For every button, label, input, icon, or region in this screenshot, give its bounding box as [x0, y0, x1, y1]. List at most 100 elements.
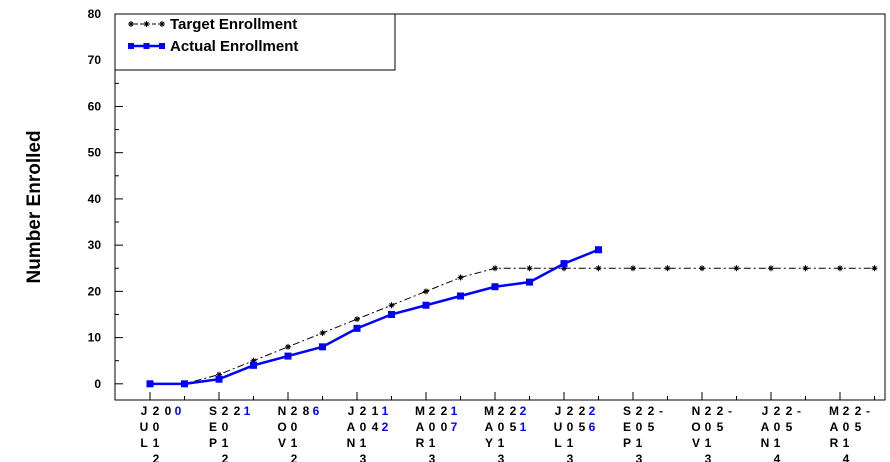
legend-label: Actual Enrollment [170, 38, 298, 55]
x-tick-year: 2013 [425, 404, 439, 462]
point [423, 288, 429, 295]
x-tick-year: 2013 [356, 404, 370, 462]
point [871, 265, 878, 272]
x-tick-label: SEP [620, 404, 634, 452]
target-label: 25 [644, 404, 658, 436]
legend-marker [143, 43, 150, 49]
point [491, 283, 499, 291]
actual-label: 12 [378, 404, 392, 436]
x-tick-label: NOV [689, 404, 703, 452]
y-tick-label: 0 [94, 377, 101, 391]
actual-label: 21 [516, 404, 530, 436]
x-tick-label: MAY [482, 404, 496, 452]
point [388, 302, 395, 309]
x-tick-year: 2013 [494, 404, 508, 462]
target-label: 0 [161, 404, 175, 420]
x-tick-label: MAR [413, 404, 427, 452]
actual-label: - [792, 404, 806, 420]
point [285, 343, 291, 350]
x-tick-label: MAR [827, 404, 841, 452]
point [319, 343, 326, 351]
y-tick-label: 60 [88, 99, 102, 113]
legend-marker [128, 21, 134, 27]
point [250, 361, 257, 369]
point [526, 265, 533, 272]
series-line [150, 267, 875, 385]
plot-frame [114, 13, 886, 401]
target-label: 14 [368, 404, 382, 436]
target-label: 25 [851, 404, 865, 436]
legend-marker [143, 21, 150, 27]
legend-marker [159, 43, 165, 49]
y-tick-label: 20 [88, 284, 102, 298]
y-tick-label: 50 [88, 146, 102, 160]
target-label: 20 [437, 404, 451, 436]
point [699, 265, 705, 272]
point [733, 265, 740, 272]
y-tick-label: 30 [88, 238, 102, 252]
y-tick-label: 10 [88, 331, 102, 345]
series-line [150, 248, 599, 386]
x-tick-year: 2014 [770, 404, 784, 462]
x-tick-label: JAN [344, 404, 358, 452]
x-tick-year: 2012 [287, 404, 301, 462]
point [595, 265, 602, 272]
actual-label: - [861, 404, 875, 420]
point [595, 246, 602, 254]
point [561, 265, 567, 272]
point [560, 260, 568, 268]
point [422, 301, 430, 309]
x-tick-label: JUL [551, 404, 565, 452]
target-label: 2 [230, 404, 244, 420]
x-tick-year: 2012 [149, 404, 163, 462]
point [181, 380, 188, 388]
point [284, 352, 292, 360]
point [457, 274, 464, 281]
y-tick-label: 40 [88, 192, 102, 206]
point [664, 265, 671, 272]
legend-marker [128, 43, 134, 49]
point [630, 265, 636, 272]
actual-label: 17 [447, 404, 461, 436]
target-label: 8 [299, 404, 313, 420]
point [526, 278, 533, 286]
point [457, 292, 464, 300]
x-tick-year: 2013 [563, 404, 577, 462]
actual-label: 1 [240, 404, 254, 420]
point [837, 265, 843, 272]
target-label: 25 [782, 404, 796, 436]
x-tick-year: 2013 [632, 404, 646, 462]
point [250, 357, 257, 364]
point [388, 310, 395, 318]
point [146, 380, 154, 388]
actual-label: - [723, 404, 737, 420]
point [319, 329, 326, 336]
actual-label: 6 [309, 404, 323, 420]
target-label: 25 [575, 404, 589, 436]
x-tick-label: JAN [758, 404, 772, 452]
x-tick-year: 2012 [218, 404, 232, 462]
x-tick-year: 2014 [839, 404, 853, 462]
y-axis-label: Number Enrolled [24, 130, 45, 283]
x-tick-label: SEP [206, 404, 220, 452]
point [354, 316, 360, 323]
legend-marker [159, 21, 165, 27]
legend-label: Target Enrollment [170, 16, 297, 33]
actual-label: 0 [171, 404, 185, 420]
target-label: 25 [506, 404, 520, 436]
actual-label: 26 [585, 404, 599, 436]
point [215, 375, 223, 383]
point [216, 371, 222, 378]
x-tick-year: 2013 [701, 404, 715, 462]
target-label: 25 [713, 404, 727, 436]
x-tick-label: NOV [275, 404, 289, 452]
x-tick-label: JUL [137, 404, 151, 452]
y-tick-label: 70 [88, 53, 102, 67]
point [768, 265, 774, 272]
actual-label: - [654, 404, 668, 420]
point [802, 265, 809, 272]
point [353, 324, 361, 332]
point [492, 265, 498, 272]
y-tick-label: 80 [88, 7, 102, 21]
